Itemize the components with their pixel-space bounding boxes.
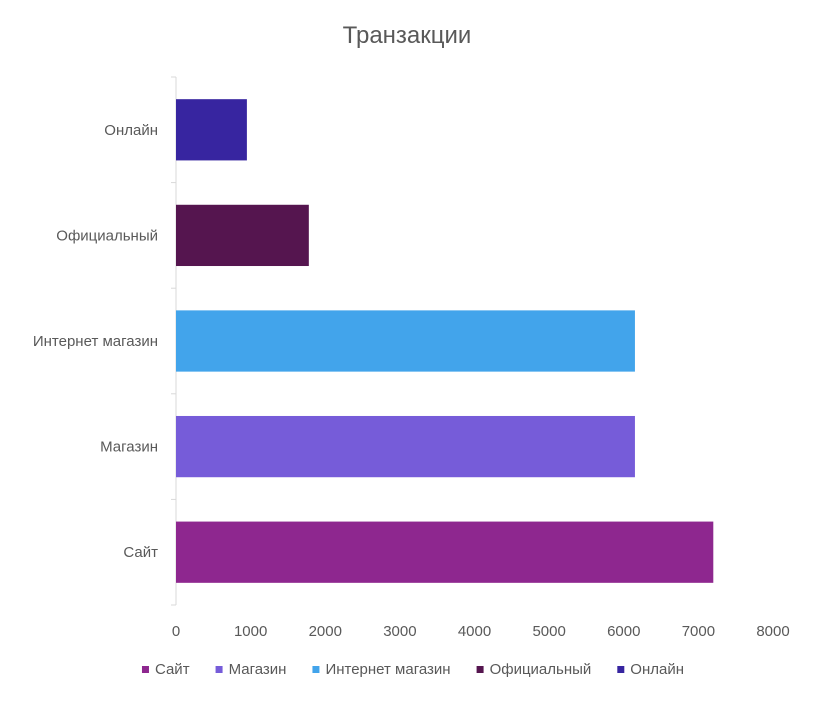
x-tick-label: 8000 <box>756 623 789 640</box>
legend-swatch <box>141 666 149 673</box>
y-category-labels: Сайт Магазин Интернет магазин Официальный Он… <box>33 122 158 561</box>
legend-item: Онлайн <box>617 661 684 678</box>
axis-layer <box>171 76 177 606</box>
legend: Сайт Магазин Интернет магазин Официальный Он… <box>141 661 684 678</box>
chart-title: Транзакции <box>343 22 472 49</box>
legend-label: Онлайн <box>630 661 684 678</box>
legend-label: Интернет магазин <box>325 661 450 678</box>
x-tick-label: 2000 <box>309 623 342 640</box>
legend-item: Официальный <box>476 661 592 678</box>
legend-swatch <box>312 666 320 673</box>
x-tick-labels: 0 1000 2000 3000 4000 5000 6000 7000 8000 <box>172 623 790 640</box>
x-tick-label: 1000 <box>234 623 267 640</box>
legend-swatch <box>215 666 223 673</box>
bar <box>176 204 309 267</box>
bar <box>176 415 635 478</box>
category-label: Сайт <box>123 544 158 561</box>
category-label: Онлайн <box>104 122 158 139</box>
x-tick-label: 5000 <box>532 623 565 640</box>
legend-label: Магазин <box>229 661 287 678</box>
category-label: Магазин <box>100 439 158 456</box>
bar <box>176 99 247 161</box>
x-tick-label: 4000 <box>458 623 491 640</box>
category-label: Официальный <box>56 227 158 244</box>
x-tick-label: 6000 <box>607 623 640 640</box>
legend-item: Интернет магазин <box>312 661 451 678</box>
x-tick-label: 7000 <box>682 623 715 640</box>
legend-label: Сайт <box>155 661 190 678</box>
legend-swatch <box>617 666 625 673</box>
legend-item: Сайт <box>141 661 190 678</box>
bars-layer <box>176 99 714 583</box>
legend-label: Официальный <box>490 661 592 678</box>
x-tick-label: 0 <box>172 623 180 640</box>
legend-swatch <box>476 666 484 673</box>
category-label: Интернет магазин <box>33 333 158 350</box>
x-tick-label: 3000 <box>383 623 416 640</box>
bar <box>176 521 714 583</box>
bar <box>176 310 635 372</box>
legend-item: Магазин <box>215 661 287 678</box>
